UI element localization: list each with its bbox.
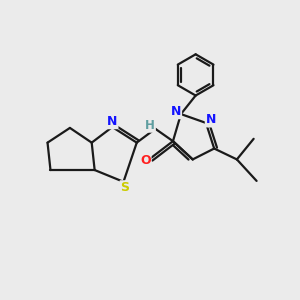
Text: N: N [206, 113, 216, 127]
Text: S: S [121, 181, 130, 194]
Text: N: N [107, 115, 118, 128]
Text: O: O [140, 154, 151, 167]
Text: N: N [171, 105, 181, 118]
Text: H: H [145, 119, 155, 132]
